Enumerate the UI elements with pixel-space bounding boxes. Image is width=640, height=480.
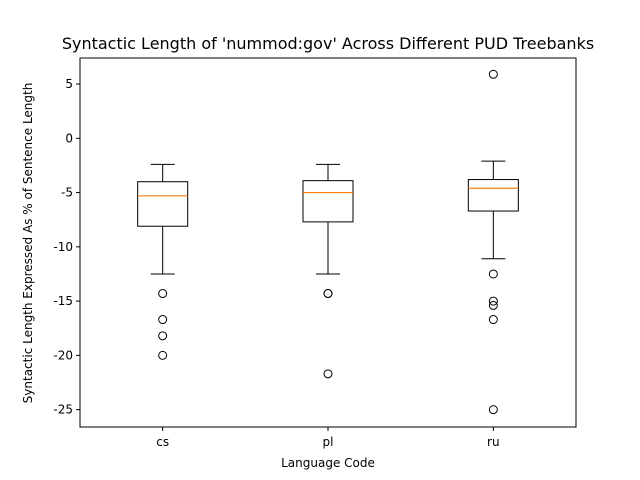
y-tick-label: -20 [53,348,73,362]
chart-title: Syntactic Length of 'nummod:gov' Across … [62,34,594,53]
outlier-point [488,69,498,79]
y-tick-label: -25 [53,403,73,417]
outlier-point [488,405,498,415]
y-tick-label: -10 [53,240,73,254]
box-group-pl [302,163,354,379]
plot-area-frame [79,57,577,428]
x-tick-label: cs [156,435,169,449]
box-group-cs [137,163,189,360]
x-tick-label: ru [487,435,500,449]
x-axis-label: Language Code [281,456,375,470]
outlier-point [323,369,333,379]
outlier-point [158,350,168,360]
outlier-point [488,269,498,279]
y-axis-label: Syntactic Length Expressed As % of Sente… [21,83,35,404]
outlier-point [158,331,168,341]
box-iqr [467,179,519,212]
box-iqr [302,180,354,223]
outlier-point [158,315,168,325]
outlier-point [158,289,168,299]
x-axis-ticks: cs pl ru [156,427,500,449]
y-tick-label: 5 [65,77,73,91]
y-tick-label: -5 [61,186,73,200]
y-axis-ticks: 5 0 -5 -10 -15 -20 -25 [53,77,80,417]
box-iqr [137,181,189,227]
outlier-point [488,300,498,310]
y-tick-label: 0 [65,131,73,145]
y-tick-label: -15 [53,294,73,308]
box-group-ru [467,69,519,415]
outlier-point [323,289,333,299]
outlier-point [488,315,498,325]
box-series [137,69,519,415]
x-tick-label: pl [323,435,334,449]
outlier-point [488,296,498,306]
